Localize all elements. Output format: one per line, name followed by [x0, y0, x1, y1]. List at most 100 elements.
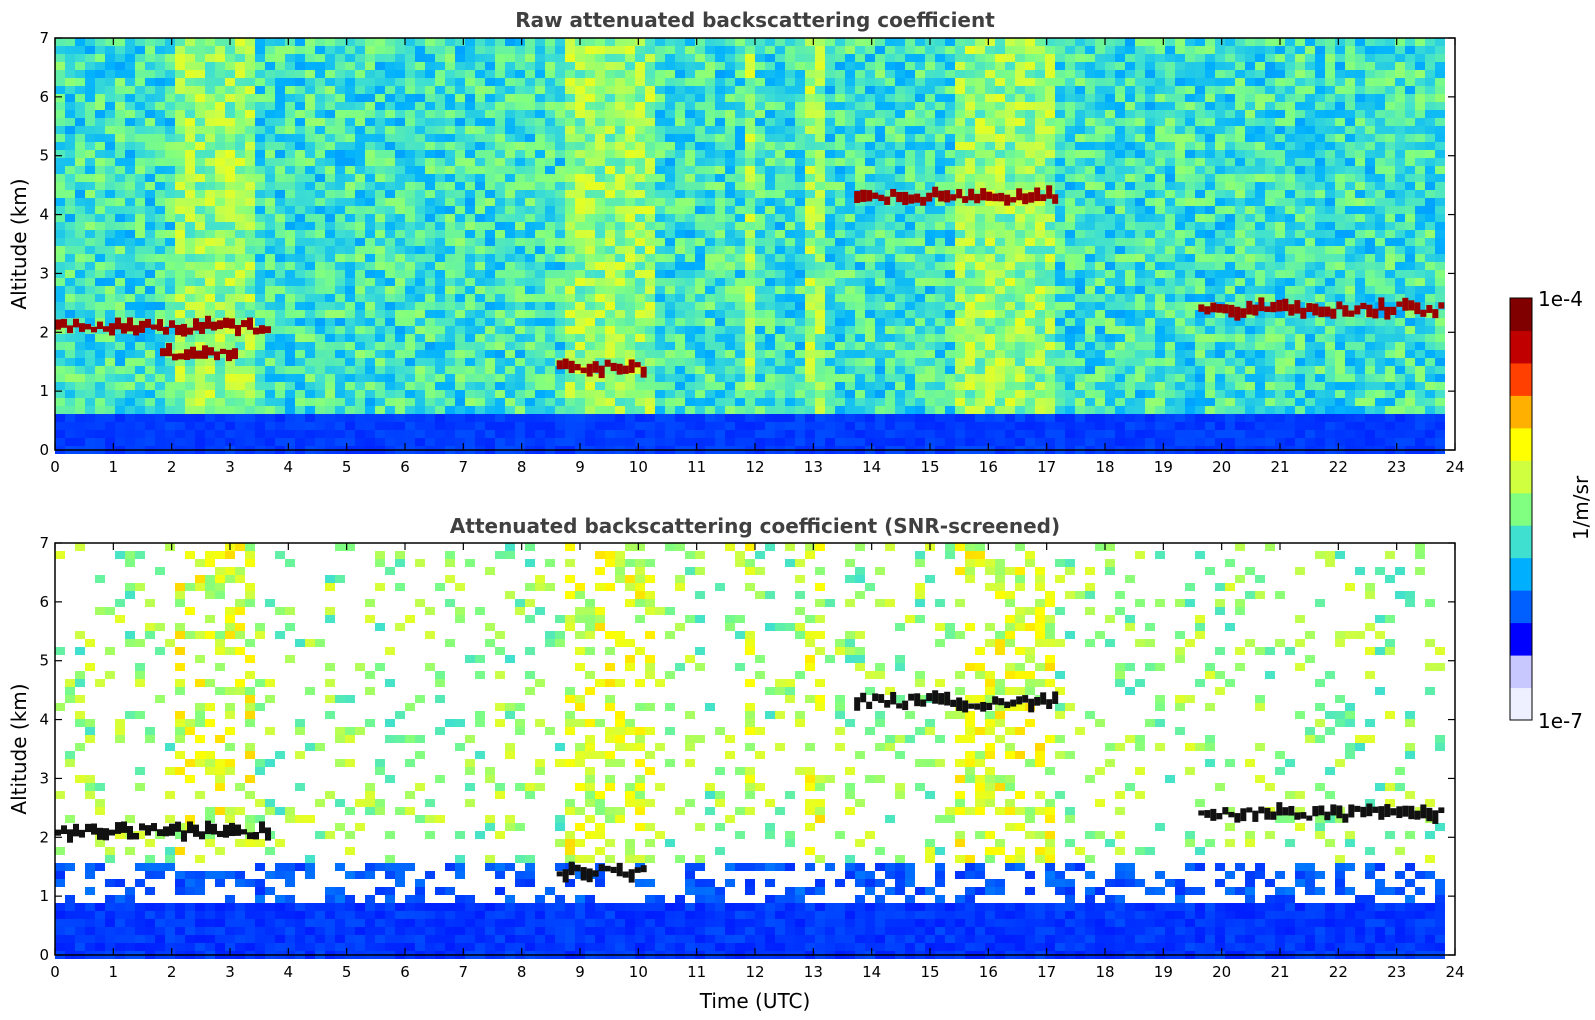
backscatter-cell: [975, 134, 985, 142]
backscatter-cell: [205, 358, 215, 366]
backscatter-cell: [935, 422, 945, 430]
backscatter-cell: [515, 278, 525, 286]
backscatter-cell: [955, 366, 965, 374]
backscatter-cell: [485, 158, 495, 166]
backscatter-cell: [585, 318, 595, 326]
backscatter-cell: [345, 86, 355, 94]
backscatter-cell: [475, 366, 485, 374]
backscatter-cell: [1005, 286, 1015, 294]
backscatter-cell: [945, 358, 955, 366]
backscatter-cell: [135, 302, 145, 310]
backscatter-cell: [705, 302, 715, 310]
backscatter-cell: [75, 230, 85, 238]
backscatter-cell: [205, 126, 215, 134]
backscatter-cell: [465, 374, 475, 382]
backscatter-cell: [715, 350, 725, 358]
backscatter-cell: [265, 406, 275, 414]
backscatter-cell: [385, 110, 395, 118]
backscatter-cell: [535, 302, 545, 310]
backscatter-cell: [815, 166, 825, 174]
backscatter-cell: [605, 94, 615, 102]
backscatter-cell: [665, 358, 675, 366]
backscatter-cell: [875, 46, 885, 54]
backscatter-cell: [375, 206, 385, 214]
backscatter-cell: [125, 62, 135, 70]
backscatter-cell: [375, 286, 385, 294]
backscatter-cell: [825, 206, 835, 214]
backscatter-cell: [515, 294, 525, 302]
backscatter-cell: [925, 158, 935, 166]
backscatter-cell: [995, 78, 1005, 86]
backscatter-cell: [695, 342, 705, 350]
backscatter-cell: [175, 198, 185, 206]
backscatter-cell: [825, 302, 835, 310]
backscatter-cell: [405, 118, 415, 126]
backscatter-cell: [635, 246, 645, 254]
backscatter-cell: [345, 422, 355, 430]
backscatter-cell: [775, 190, 785, 198]
backscatter-cell: [115, 150, 125, 158]
backscatter-cell: [725, 198, 735, 206]
backscatter-cell: [515, 222, 525, 230]
backscatter-cell: [115, 302, 125, 310]
backscatter-cell: [495, 270, 505, 278]
backscatter-cell: [505, 366, 515, 374]
backscatter-cell: [285, 214, 295, 222]
backscatter-cell: [185, 118, 195, 126]
backscatter-cell: [655, 110, 665, 118]
backscatter-cell: [835, 38, 845, 46]
backscatter-cell: [795, 438, 805, 446]
backscatter-cell: [675, 86, 685, 94]
backscatter-cell: [465, 366, 475, 374]
backscatter-cell: [265, 334, 275, 342]
backscatter-cell: [365, 294, 375, 302]
backscatter-cell: [305, 302, 315, 310]
backscatter-cell: [585, 214, 595, 222]
backscatter-cell: [845, 214, 855, 222]
backscatter-cell: [375, 38, 385, 46]
backscatter-cell: [635, 326, 645, 334]
backscatter-cell: [145, 438, 155, 446]
backscatter-cell: [335, 86, 345, 94]
backscatter-cell: [895, 350, 905, 358]
backscatter-cell: [635, 374, 645, 382]
backscatter-cell: [75, 70, 85, 78]
backscatter-cell: [315, 238, 325, 246]
backscatter-cell: [225, 110, 235, 118]
backscatter-cell: [605, 126, 615, 134]
backscatter-cell: [825, 366, 835, 374]
backscatter-cell: [775, 158, 785, 166]
backscatter-cell: [555, 70, 565, 78]
backscatter-cell: [485, 414, 495, 422]
backscatter-cell: [855, 326, 865, 334]
backscatter-cell: [535, 278, 545, 286]
backscatter-cell: [415, 270, 425, 278]
backscatter-cell: [155, 198, 165, 206]
backscatter-cell: [165, 246, 175, 254]
backscatter-cell: [625, 286, 635, 294]
backscatter-cell: [365, 142, 375, 150]
backscatter-cell: [85, 398, 95, 406]
backscatter-cell: [145, 342, 155, 350]
backscatter-cell: [925, 310, 935, 318]
backscatter-cell: [555, 278, 565, 286]
backscatter-cell: [635, 238, 645, 246]
backscatter-cell: [265, 174, 275, 182]
backscatter-cell: [265, 270, 275, 278]
backscatter-cell: [165, 390, 175, 398]
backscatter-cell: [425, 374, 435, 382]
backscatter-cell: [615, 206, 625, 214]
backscatter-cell: [395, 46, 405, 54]
backscatter-cell: [445, 230, 455, 238]
backscatter-cell: [965, 102, 975, 110]
backscatter-cell: [115, 374, 125, 382]
backscatter-cell: [275, 222, 285, 230]
backscatter-cell: [315, 374, 325, 382]
backscatter-cell: [145, 326, 155, 334]
backscatter-cell: [415, 438, 425, 446]
backscatter-cell: [355, 126, 365, 134]
backscatter-cell: [305, 326, 315, 334]
backscatter-cell: [105, 190, 115, 198]
backscatter-cell: [605, 62, 615, 70]
backscatter-cell: [655, 174, 665, 182]
